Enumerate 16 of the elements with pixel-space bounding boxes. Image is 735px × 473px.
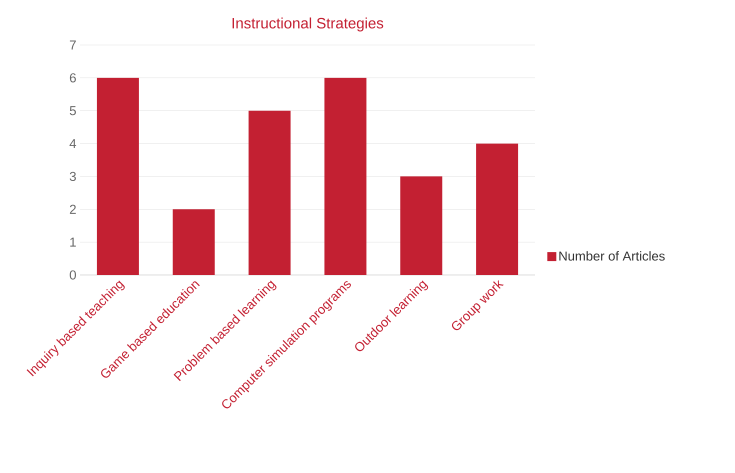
- y-tick-label: 5: [70, 106, 76, 116]
- y-tick-label: 1: [70, 238, 76, 247]
- legend-label: Number of Articles: [559, 251, 665, 261]
- bar: [400, 176, 442, 275]
- bar: [172, 209, 215, 275]
- chart-title: Instructional Strategies: [232, 17, 384, 32]
- y-tick-label: 2: [70, 204, 76, 214]
- y-tick-label: 6: [70, 73, 76, 82]
- bar: [476, 144, 518, 275]
- bar: [248, 110, 291, 275]
- y-tick-label: 4: [70, 139, 76, 148]
- y-tick-label: 7: [70, 40, 76, 50]
- bar: [324, 78, 366, 275]
- y-tick-label: 3: [70, 172, 76, 182]
- y-tick-label: 0: [70, 270, 76, 280]
- bar: [96, 78, 139, 275]
